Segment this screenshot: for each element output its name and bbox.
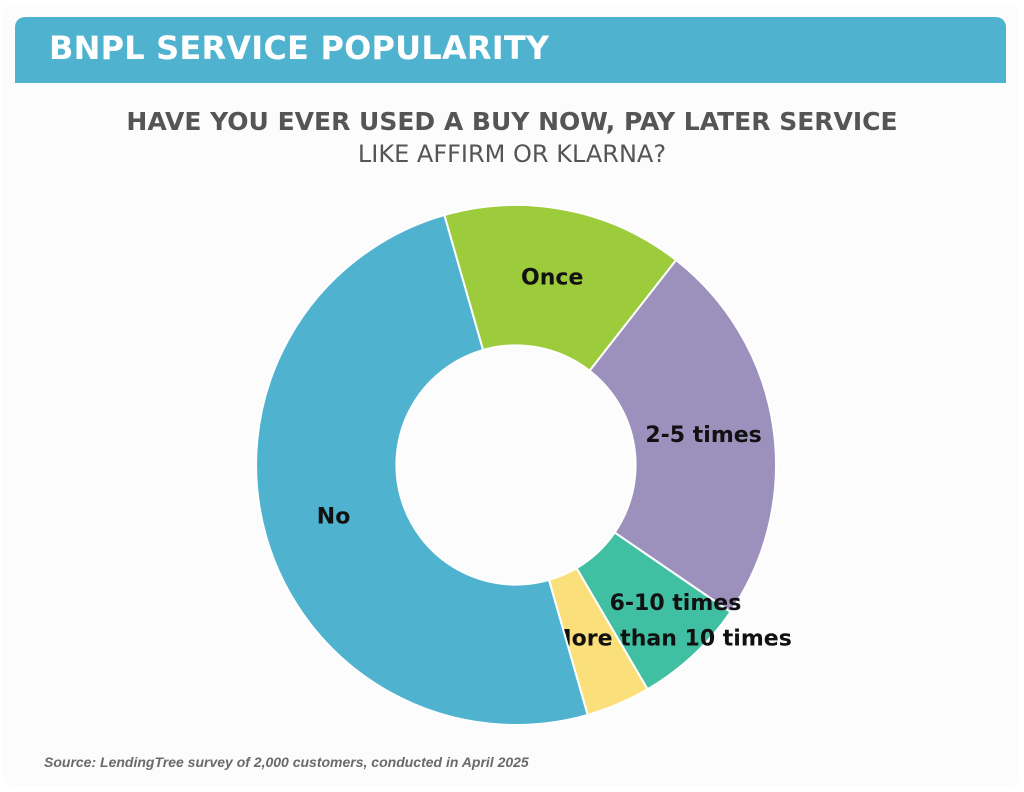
slice-label-once: Once [521, 266, 583, 291]
slice-2-5-times [588, 258, 777, 614]
banner-title: BNPL SERVICE POPULARITY [49, 29, 550, 67]
source-note: Source: LendingTree survey of 2,000 cust… [44, 754, 529, 770]
slice-label-more-than-10-times: More than 10 times [550, 626, 792, 651]
slice-label-2-5-times: 2-5 times [645, 423, 761, 448]
header-banner: BNPL SERVICE POPULARITY [15, 17, 1006, 83]
slice-no [255, 213, 589, 726]
chart-subtitle: LIKE AFFIRM OR KLARNA? [357, 140, 667, 168]
chart-title: HAVE YOU EVER USED A BUY NOW, PAY LATER … [126, 107, 898, 136]
slice-label-6-10-times: 6-10 times [610, 591, 742, 616]
slice-label-no: No [317, 504, 351, 529]
slice-once [443, 204, 678, 373]
